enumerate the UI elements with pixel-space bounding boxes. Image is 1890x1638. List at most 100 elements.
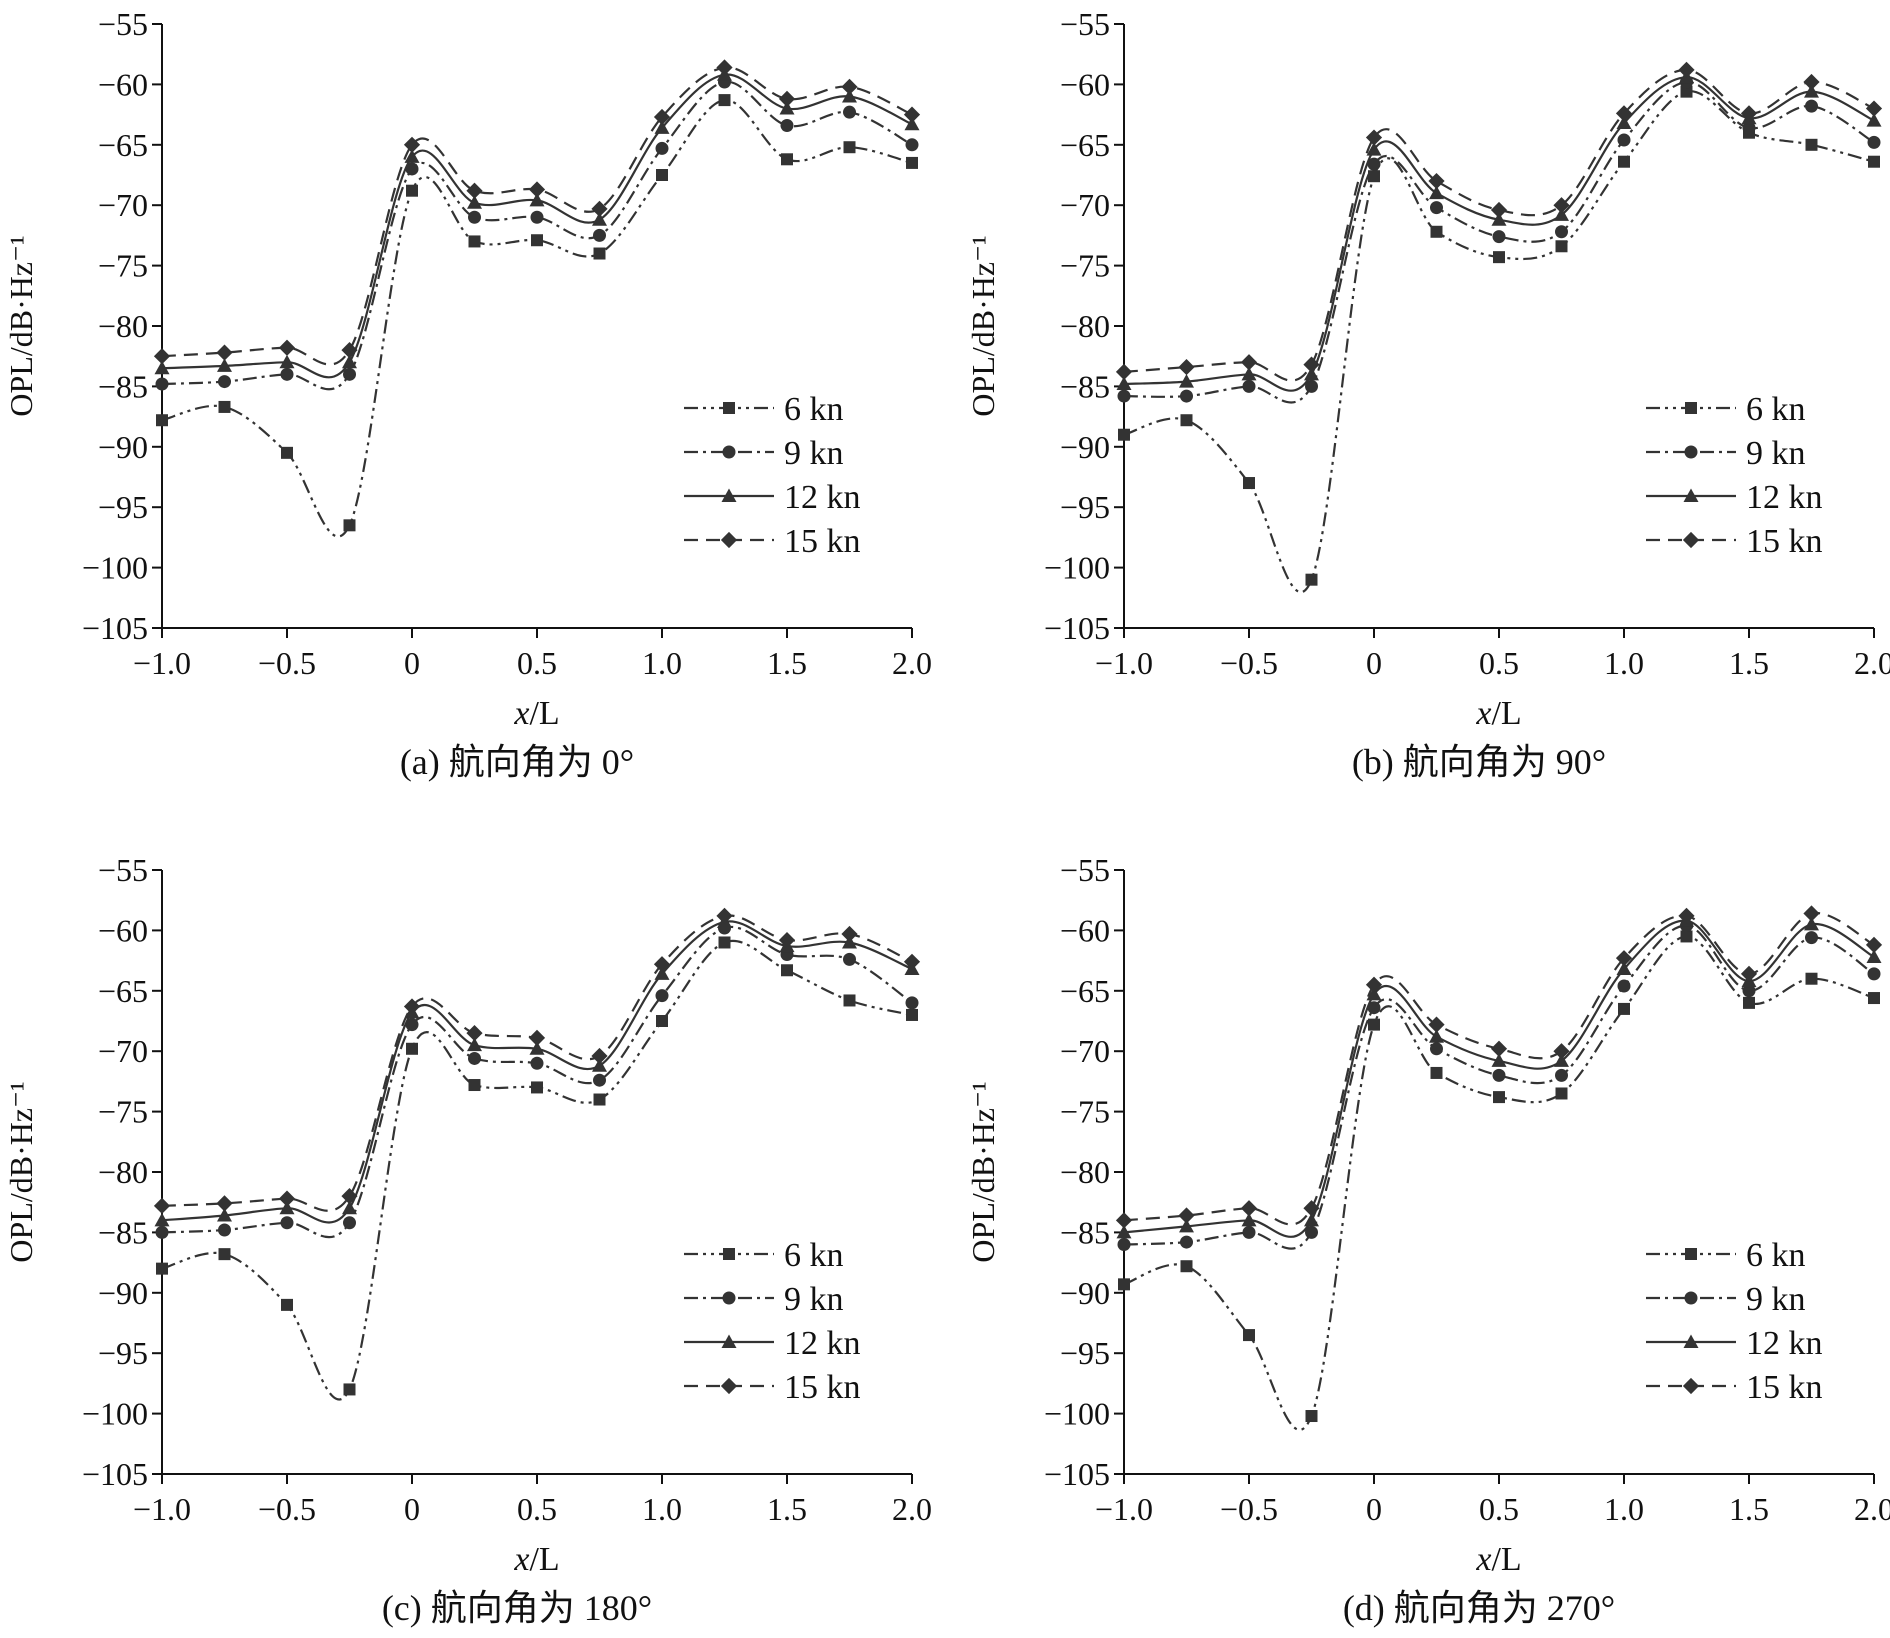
data-point-15kn-5 <box>1428 1016 1445 1033</box>
data-point-12kn-5 <box>1429 185 1444 200</box>
chart-panel-1: −55 −60 −65 −70 −75 −80 −85 −90 −95 −100 −105−1.0 −… <box>3 6 932 782</box>
series-6-kn <box>156 936 918 1401</box>
data-point-legend-15kn <box>720 1377 738 1395</box>
data-point-6kn-12 <box>906 1008 918 1021</box>
series-9-kn <box>1117 75 1881 404</box>
data-point-6kn-8 <box>656 1015 668 1027</box>
x-axis-label-italic: x <box>1475 1541 1491 1578</box>
legend-label: 15 kn <box>1746 523 1823 560</box>
chart-panel-4: −55 −60 −65 −70 −75 −80 −85 −90 −95 −100 −105−1.0 −… <box>965 852 1890 1628</box>
data-point-9kn-1 <box>1180 1235 1193 1249</box>
legend-label: 12 kn <box>1746 1325 1823 1362</box>
y-tick-label: −95 <box>1060 489 1110 525</box>
data-point-15kn-9 <box>1678 907 1695 925</box>
x-tick-label: 2.0 <box>1854 645 1890 681</box>
data-point-6kn-4 <box>406 1042 418 1055</box>
data-point-15kn-7 <box>1553 1043 1570 1060</box>
data-point-6kn-10 <box>1743 996 1755 1009</box>
x-tick-label: −0.5 <box>1220 1491 1278 1527</box>
data-point-9kn-5 <box>1430 1042 1443 1056</box>
series-line <box>1123 80 1875 404</box>
data-point-9kn-3 <box>343 367 356 381</box>
data-point-6kn-2 <box>281 1298 293 1311</box>
series-line <box>1123 68 1875 382</box>
y-tick-label: −80 <box>1060 1154 1110 1190</box>
data-point-9kn-1 <box>218 1223 231 1237</box>
data-point-12kn-0 <box>154 360 170 375</box>
data-point-15kn-8 <box>1615 950 1633 967</box>
data-point-6kn-6 <box>1493 251 1505 264</box>
data-point-12kn-0 <box>1116 1224 1132 1239</box>
x-tick-label: 0.5 <box>517 1491 557 1527</box>
data-point-15kn-6 <box>1490 201 1508 219</box>
data-point-12kn-2 <box>1241 1212 1257 1227</box>
data-point-9kn-11 <box>843 105 856 119</box>
data-point-15kn-5 <box>466 1024 483 1042</box>
data-point-15kn-4 <box>403 136 421 153</box>
data-point-9kn-10 <box>1742 984 1756 998</box>
data-point-9kn-8 <box>1617 133 1631 147</box>
data-point-9kn-12 <box>1867 967 1881 981</box>
series-line <box>1123 76 1875 392</box>
y-tick-label: −95 <box>98 489 148 525</box>
series-line <box>161 73 913 379</box>
data-point-6kn-10 <box>781 964 793 977</box>
data-point-6kn-1 <box>1180 414 1193 427</box>
x-tick-label: 1.5 <box>1729 1491 1769 1527</box>
data-point-15kn-11 <box>841 925 858 943</box>
y-axis-label: OPL/dB·Hz⁻¹ <box>965 235 1001 416</box>
data-point-legend-12kn <box>721 1334 737 1348</box>
y-tick-label: −55 <box>98 852 148 888</box>
x-tick-label: 1.0 <box>1604 1491 1644 1527</box>
data-point-6kn-8 <box>1618 155 1630 168</box>
data-point-9kn-1 <box>1180 389 1193 403</box>
y-tick-label: −100 <box>1044 1396 1110 1432</box>
panel-caption: (c) 航向角为 180° <box>382 1588 652 1628</box>
panel-caption: (b) 航向角为 90° <box>1352 742 1606 782</box>
data-point-legend-6kn <box>1685 1248 1697 1260</box>
y-tick-label: −60 <box>1060 912 1110 948</box>
data-point-15kn-2 <box>278 1190 296 1207</box>
data-point-12kn-1 <box>1179 1218 1194 1233</box>
data-point-6kn-2 <box>1243 477 1255 490</box>
series-15-kn <box>1115 61 1883 382</box>
y-tick-label: −95 <box>1060 1335 1110 1371</box>
data-point-12kn-1 <box>1179 374 1194 388</box>
data-point-legend-9kn <box>722 1291 736 1305</box>
data-point-6kn-0 <box>1118 1278 1130 1291</box>
series-line <box>161 98 913 538</box>
x-tick-label: 1.5 <box>767 645 807 681</box>
data-point-6kn-7 <box>593 247 606 260</box>
data-point-6kn-0 <box>1118 428 1130 441</box>
data-point-6kn-4 <box>406 184 418 197</box>
data-point-9kn-0 <box>1117 389 1131 403</box>
data-point-15kn-4 <box>1365 976 1383 993</box>
data-point-9kn-6 <box>1492 230 1506 244</box>
data-point-15kn-10 <box>1740 105 1758 122</box>
data-point-15kn-11 <box>1803 905 1820 922</box>
data-point-9kn-6 <box>1492 1068 1506 1082</box>
data-point-12kn-3 <box>1304 366 1319 381</box>
y-tick-label: −70 <box>98 187 148 223</box>
y-axis-label: OPL/dB·Hz⁻¹ <box>3 235 39 416</box>
x-tick-label: 1.0 <box>642 645 682 681</box>
y-tick-label: −100 <box>82 1396 148 1432</box>
legend-label: 9 kn <box>1746 1281 1806 1318</box>
data-point-9kn-0 <box>1117 1237 1131 1251</box>
data-point-9kn-8 <box>655 989 669 1003</box>
y-tick-label: −60 <box>1060 66 1110 102</box>
data-point-15kn-8 <box>653 108 671 126</box>
y-tick-label: −65 <box>1060 127 1110 163</box>
data-point-12kn-7 <box>1554 207 1569 221</box>
series-line <box>161 920 913 1224</box>
y-tick-label: −60 <box>98 66 148 102</box>
x-axis-label: x/L <box>1475 1541 1521 1578</box>
x-tick-label: 1.0 <box>1604 645 1644 681</box>
data-point-9kn-7 <box>593 1073 606 1087</box>
y-tick-label: −60 <box>98 912 148 948</box>
data-point-9kn-0 <box>155 377 169 391</box>
series-15-kn <box>153 59 921 366</box>
data-point-6kn-6 <box>531 1081 543 1094</box>
data-point-12kn-7 <box>592 212 607 226</box>
